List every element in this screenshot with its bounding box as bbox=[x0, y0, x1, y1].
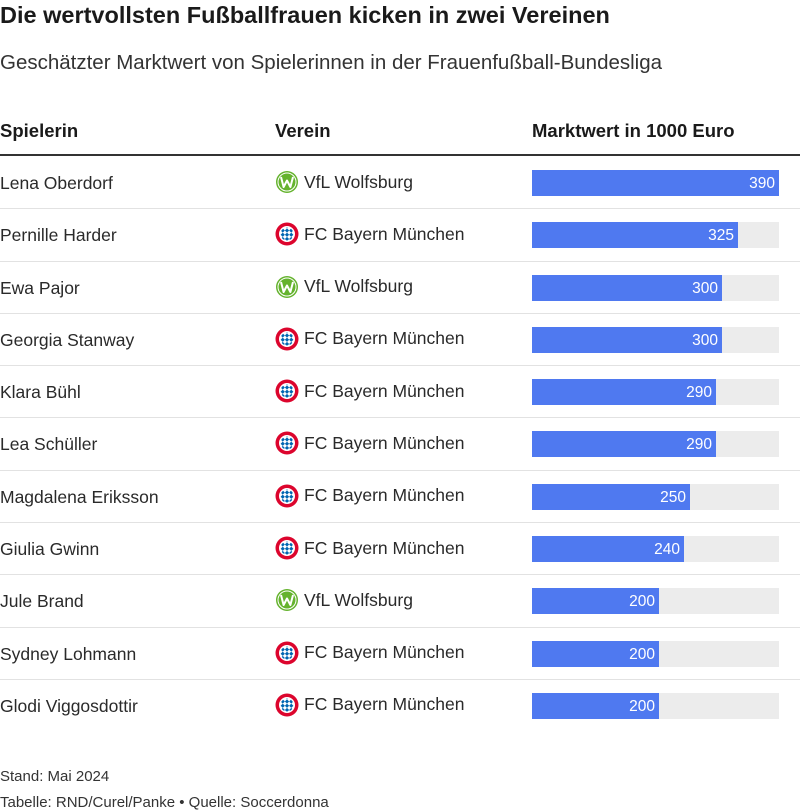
value-bar bbox=[532, 431, 716, 458]
value-bar-track: 200 bbox=[532, 640, 779, 667]
club-cell: FC Bayern München bbox=[275, 431, 465, 455]
club-name: FC Bayern München bbox=[304, 223, 465, 244]
chart-title: Die wertvollsten Fußballfrauen kicken in… bbox=[0, 2, 610, 28]
wolfsburg-logo-icon bbox=[276, 275, 298, 298]
value-bar-track: 290 bbox=[532, 379, 779, 406]
value-bar-track: 390 bbox=[532, 170, 779, 196]
bayern-logo-icon bbox=[275, 641, 299, 665]
value-bar-track: 300 bbox=[532, 274, 779, 301]
table-row: Sydney Lohmann FC Bayern München 200 bbox=[0, 628, 800, 680]
value-label: 390 bbox=[749, 175, 775, 192]
table-row: Giulia Gwinn FC Bayern München 240 bbox=[0, 523, 800, 576]
value-label: 200 bbox=[629, 697, 655, 715]
club-cell: FC Bayern München bbox=[275, 536, 465, 560]
bayern-logo-icon bbox=[275, 327, 299, 351]
footer-date: Stand: Mai 2024 bbox=[0, 768, 110, 785]
column-header-club[interactable]: Verein bbox=[275, 120, 331, 141]
bayern-logo-icon bbox=[275, 222, 299, 246]
player-name: Klara Bühl bbox=[0, 382, 81, 403]
table-row: Lena Oberdorf VfL Wolfsburg 390 bbox=[0, 157, 800, 210]
club-name: FC Bayern München bbox=[304, 537, 465, 558]
wolfsburg-logo-icon bbox=[276, 171, 298, 193]
player-name: Jule Brand bbox=[0, 591, 84, 612]
club-cell: FC Bayern München bbox=[275, 222, 465, 246]
player-name: Magdalena Eriksson bbox=[0, 486, 159, 507]
value-bar-track: 200 bbox=[532, 692, 779, 719]
column-header-player[interactable]: Spielerin bbox=[0, 120, 79, 141]
value-label: 290 bbox=[686, 384, 712, 402]
club-name: VfL Wolfsburg bbox=[304, 171, 413, 192]
value-bar bbox=[532, 222, 738, 249]
club-name: FC Bayern München bbox=[304, 380, 465, 401]
bayern-logo-icon bbox=[275, 693, 299, 717]
club-name: FC Bayern München bbox=[304, 694, 465, 715]
column-header-value[interactable]: Marktwert in 1000 Euro bbox=[532, 120, 735, 141]
club-cell: VfL Wolfsburg bbox=[275, 275, 413, 299]
player-name: Ewa Pajor bbox=[0, 277, 80, 298]
bayern-logo-icon bbox=[275, 536, 299, 560]
player-name: Lea Schüller bbox=[0, 434, 98, 455]
table-row: Pernille Harder FC Bayern München 325 bbox=[0, 209, 800, 262]
wolfsburg-logo-icon bbox=[276, 589, 298, 612]
club-name: FC Bayern München bbox=[304, 328, 465, 349]
player-name: Georgia Stanway bbox=[0, 329, 135, 350]
table-row: Klara Bühl FC Bayern München 290 bbox=[0, 366, 800, 419]
player-name: Glodi Viggosdottir bbox=[0, 695, 138, 716]
club-cell: VfL Wolfsburg bbox=[275, 588, 413, 612]
footer-source: Tabelle: RND/Curel/Panke • Quelle: Socce… bbox=[0, 794, 329, 811]
bayern-logo-icon bbox=[275, 379, 299, 403]
value-label: 290 bbox=[686, 436, 712, 454]
value-bar-track: 200 bbox=[532, 588, 779, 615]
value-bar bbox=[532, 274, 722, 301]
value-label: 200 bbox=[629, 645, 655, 663]
table-row: Ewa Pajor VfL Wolfsburg 300 bbox=[0, 262, 800, 314]
player-name: Pernille Harder bbox=[0, 225, 117, 246]
value-bar-track: 325 bbox=[532, 222, 779, 249]
value-bar bbox=[532, 692, 659, 719]
club-cell: FC Bayern München bbox=[275, 693, 465, 717]
table-row: Glodi Viggosdottir FC Bayern München 200 bbox=[0, 680, 800, 732]
club-name: VfL Wolfsburg bbox=[304, 589, 413, 610]
club-cell: FC Bayern München bbox=[275, 327, 465, 351]
value-bar-track: 250 bbox=[532, 483, 779, 510]
player-name: Sydney Lohmann bbox=[0, 643, 137, 664]
value-label: 250 bbox=[660, 488, 686, 506]
table-header: Spielerin Verein Marktwert in 1000 Euro bbox=[0, 106, 800, 156]
value-label: 300 bbox=[692, 331, 718, 349]
table-row: Magdalena Eriksson FC Bayern München 250 bbox=[0, 471, 800, 524]
player-name: Giulia Gwinn bbox=[0, 539, 100, 560]
club-cell: VfL Wolfsburg bbox=[275, 170, 413, 194]
value-bar bbox=[532, 640, 659, 667]
value-label: 300 bbox=[692, 279, 718, 297]
table-row: Lea Schüller FC Bayern München 290 bbox=[0, 418, 800, 471]
club-cell: FC Bayern München bbox=[275, 379, 465, 403]
bayern-logo-icon bbox=[275, 484, 299, 508]
value-bar-track: 300 bbox=[532, 326, 779, 353]
value-bar bbox=[532, 536, 684, 563]
player-name: Lena Oberdorf bbox=[0, 173, 113, 193]
club-cell: FC Bayern München bbox=[275, 641, 465, 665]
value-bar bbox=[532, 588, 659, 615]
value-bar bbox=[532, 379, 716, 406]
club-name: FC Bayern München bbox=[304, 642, 465, 663]
club-name: FC Bayern München bbox=[304, 432, 465, 453]
value-label: 200 bbox=[629, 593, 655, 611]
bayern-logo-icon bbox=[275, 431, 299, 455]
club-name: VfL Wolfsburg bbox=[304, 276, 413, 297]
table-row: Jule Brand VfL Wolfsburg 200 bbox=[0, 575, 800, 628]
club-cell: FC Bayern München bbox=[275, 484, 465, 508]
chart-subtitle: Geschätzter Marktwert von Spielerinnen i… bbox=[0, 51, 663, 74]
club-name: FC Bayern München bbox=[304, 485, 465, 506]
value-label: 325 bbox=[708, 227, 734, 245]
value-label: 240 bbox=[654, 541, 680, 559]
value-bar bbox=[532, 483, 690, 510]
value-bar bbox=[532, 170, 779, 196]
table-body: Lena Oberdorf VfL Wolfsburg 390 Pernille Ha… bbox=[0, 157, 800, 732]
value-bar bbox=[532, 326, 722, 353]
value-bar-track: 240 bbox=[532, 536, 779, 563]
value-bar-track: 290 bbox=[532, 431, 779, 458]
table-row: Georgia Stanway FC Bayern München 300 bbox=[0, 314, 800, 367]
